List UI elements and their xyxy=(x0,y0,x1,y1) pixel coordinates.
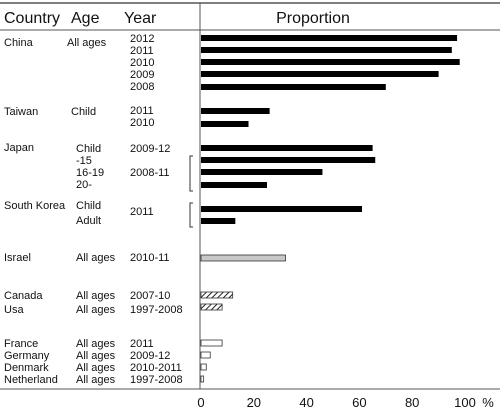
bar-taiwan-2010 xyxy=(201,121,249,127)
age-label-korea-adult: Adult xyxy=(76,215,101,227)
x-tick-label-80: 80 xyxy=(405,395,419,410)
bar-china-2008 xyxy=(201,84,386,90)
country-label-israel: Israel xyxy=(4,252,31,264)
country-label-usa: Usa xyxy=(4,304,24,316)
bar-germany-2009-12 xyxy=(200,351,211,359)
bar-usa-1997-2008 xyxy=(200,303,223,311)
year-label-china-2010: 2010 xyxy=(130,57,154,69)
header-age: Age xyxy=(71,10,100,27)
age-label-japan-20: 20- xyxy=(76,179,92,191)
country-label-china: China xyxy=(4,37,34,49)
year-label-canada: 2007-10 xyxy=(130,290,170,302)
header-country: Country xyxy=(4,10,60,27)
chart-title: Proportion xyxy=(276,10,350,27)
x-tick-label-0: 0 xyxy=(197,395,204,410)
year-label-china-2011: 2011 xyxy=(130,45,154,57)
age-label-taiwan: Child xyxy=(71,106,96,118)
header-year: Year xyxy=(124,10,157,27)
bar-denmark-2010-2011 xyxy=(200,363,207,371)
year-label-israel: 2010-11 xyxy=(130,252,170,264)
bar-china-2010 xyxy=(201,59,460,65)
age-label-germany: All ages xyxy=(76,350,116,362)
bar-south-korea-child xyxy=(201,206,363,212)
country-label-japan: Japan xyxy=(4,142,34,154)
year-label-japan-2009-12: 2009-12 xyxy=(130,143,170,155)
bar-france-2011 xyxy=(200,339,223,347)
age-label-china: All ages xyxy=(67,37,107,49)
age-label-france: All ages xyxy=(76,338,116,350)
japan-bracket xyxy=(189,155,193,192)
age-label-canada: All ages xyxy=(76,290,116,302)
year-label-usa: 1997-2008 xyxy=(130,304,183,316)
country-label-denmark: Denmark xyxy=(4,362,49,374)
bar-japan-15 xyxy=(201,157,376,163)
year-label-china-2008: 2008 xyxy=(130,81,154,93)
year-label-netherland: 1997-2008 xyxy=(130,374,183,386)
bar-china-2009 xyxy=(201,71,439,77)
country-label-taiwan: Taiwan xyxy=(4,106,38,118)
year-label-taiwan-2011: 2011 xyxy=(130,105,154,117)
bar-japan-20- xyxy=(201,182,267,188)
country-label-france: France xyxy=(4,338,38,350)
year-label-china-2012: 2012 xyxy=(130,33,154,45)
year-label-germany: 2009-12 xyxy=(130,350,170,362)
x-tick-label-60: 60 xyxy=(352,395,366,410)
year-label-denmark: 2010-2011 xyxy=(130,362,182,374)
x-tick-label-40: 40 xyxy=(299,395,313,410)
bar-china-2012 xyxy=(201,35,458,41)
bar-taiwan-2011 xyxy=(201,108,270,114)
year-label-korea-2011: 2011 xyxy=(130,206,154,218)
age-label-usa: All ages xyxy=(76,304,116,316)
country-label-germany: Germany xyxy=(4,350,50,362)
country-label-netherland: Netherland xyxy=(4,374,58,386)
year-label-taiwan-2010: 2010 xyxy=(130,117,154,129)
korea-bracket xyxy=(189,202,193,228)
age-label-korea-child: Child xyxy=(76,200,101,212)
age-label-israel: All ages xyxy=(76,252,116,264)
bar-south-korea-adult xyxy=(201,218,236,224)
bar-canada-2007-10 xyxy=(200,291,234,299)
country-label-canada: Canada xyxy=(4,290,43,302)
bars-layer xyxy=(200,35,460,383)
year-label-france: 2011 xyxy=(130,338,154,350)
country-label-south-korea: South Korea xyxy=(4,200,66,212)
x-tick-label-20: 20 xyxy=(247,395,261,410)
x-tick-label-100: 100 xyxy=(454,395,476,410)
age-label-japan-child: Child xyxy=(76,143,101,155)
x-axis-ticks: 0 20 40 60 80 100 xyxy=(197,395,475,410)
age-label-japan-15: -15 xyxy=(76,155,92,167)
age-label-japan-16-19: 16-19 xyxy=(76,167,104,179)
bar-netherland-1997-2008 xyxy=(200,375,205,383)
year-label-japan-2008-11: 2008-11 xyxy=(130,167,170,179)
bar-japan-16-19 xyxy=(201,169,323,175)
bar-israel-2010-11 xyxy=(200,254,286,262)
age-label-netherland: All ages xyxy=(76,374,116,386)
year-label-china-2009: 2009 xyxy=(130,69,154,81)
x-axis-unit: % xyxy=(482,395,494,410)
row-labels: China All ages 2012 2011 2010 2009 2008 … xyxy=(4,33,193,386)
bar-japan-child xyxy=(201,145,373,151)
bar-china-2011 xyxy=(201,47,452,53)
age-label-denmark: All ages xyxy=(76,362,116,374)
